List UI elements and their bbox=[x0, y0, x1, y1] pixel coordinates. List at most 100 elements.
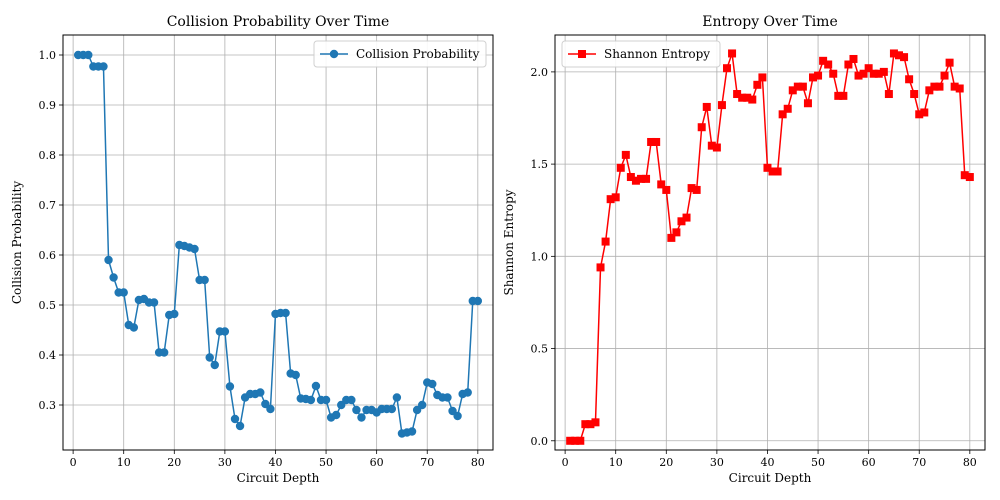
data-point bbox=[692, 185, 701, 194]
y-tick-label: 0.6 bbox=[39, 249, 57, 262]
data-point bbox=[667, 233, 676, 242]
x-axis: 0 10 20 30 40 50 60 70 80 bbox=[562, 450, 977, 469]
data-point bbox=[915, 110, 924, 119]
x-tick-label: 40 bbox=[268, 456, 282, 469]
y-tick-label: 0.7 bbox=[39, 199, 57, 212]
data-point bbox=[834, 91, 843, 100]
data-point bbox=[220, 327, 230, 336]
data-point bbox=[463, 388, 472, 397]
x-tick-label: 70 bbox=[912, 456, 926, 469]
data-point bbox=[129, 323, 139, 332]
data-point bbox=[647, 137, 656, 146]
data-point bbox=[586, 420, 595, 429]
legend-box bbox=[561, 40, 721, 68]
data-point bbox=[682, 213, 691, 222]
data-point bbox=[778, 110, 787, 119]
data-point bbox=[352, 405, 361, 415]
chart-title: Collision Probability Over Time bbox=[167, 14, 390, 30]
data-point bbox=[798, 82, 807, 91]
y-axis: 0.0 0.5 1.0 1.5 2.0 bbox=[531, 66, 555, 448]
data-point bbox=[717, 101, 726, 110]
data-point bbox=[576, 436, 585, 445]
data-point bbox=[738, 93, 747, 102]
data-point bbox=[321, 395, 331, 405]
data-point bbox=[849, 54, 858, 63]
data-point bbox=[803, 99, 812, 108]
data-point bbox=[104, 255, 113, 265]
legend: Collision Probability bbox=[313, 40, 487, 68]
data-point bbox=[392, 393, 402, 402]
x-tick-label: 50 bbox=[319, 456, 333, 469]
x-tick-label: 10 bbox=[117, 456, 131, 469]
x-tick-label: 0 bbox=[70, 456, 77, 469]
legend-label: Shannon Entropy bbox=[604, 47, 710, 61]
data-point bbox=[859, 69, 868, 78]
x-tick-label: 30 bbox=[710, 456, 724, 469]
x-tick-label: 20 bbox=[659, 456, 673, 469]
data-point bbox=[879, 67, 888, 76]
data-point bbox=[940, 71, 949, 80]
data-point bbox=[768, 167, 777, 176]
data-point bbox=[809, 73, 817, 82]
data-point bbox=[109, 273, 118, 282]
data-point bbox=[591, 418, 600, 427]
data-point bbox=[347, 395, 356, 405]
y-tick-label: 0.9 bbox=[39, 99, 57, 112]
data-point bbox=[331, 410, 341, 420]
data-point bbox=[306, 395, 316, 405]
data-point bbox=[748, 95, 757, 104]
data-point bbox=[884, 90, 893, 99]
data-point bbox=[895, 51, 903, 60]
data-point bbox=[920, 108, 929, 117]
data-point bbox=[728, 49, 737, 58]
data-point bbox=[900, 53, 909, 62]
data-point bbox=[596, 263, 605, 272]
data-point bbox=[945, 58, 954, 67]
x-tick-label: 70 bbox=[420, 456, 434, 469]
data-point bbox=[256, 388, 265, 397]
data-point bbox=[606, 195, 615, 204]
data-point bbox=[758, 73, 767, 82]
data-point bbox=[311, 381, 321, 391]
data-point bbox=[626, 173, 635, 182]
data-point bbox=[788, 86, 797, 95]
data-point bbox=[428, 379, 437, 389]
x-tick-label: 60 bbox=[370, 456, 384, 469]
x-tick-label: 60 bbox=[862, 456, 876, 469]
data-point bbox=[84, 50, 93, 60]
data-point bbox=[225, 382, 235, 391]
y-tick-label: 0.0 bbox=[531, 435, 549, 448]
data-point bbox=[657, 180, 666, 189]
data-point bbox=[874, 69, 883, 78]
data-point bbox=[407, 427, 417, 436]
data-point bbox=[230, 414, 240, 424]
grid bbox=[555, 35, 985, 450]
x-tick-label: 30 bbox=[218, 456, 232, 469]
chart-title: Entropy Over Time bbox=[702, 14, 838, 30]
data-point bbox=[869, 69, 878, 78]
plot-frame bbox=[62, 34, 494, 451]
data-point bbox=[357, 413, 366, 422]
data-point bbox=[443, 393, 452, 402]
data-point bbox=[839, 91, 848, 100]
x-tick-label: 50 bbox=[811, 456, 825, 469]
data-point bbox=[566, 436, 575, 445]
y-tick-label: 1.0 bbox=[39, 49, 57, 62]
data-point bbox=[637, 174, 645, 183]
y-axis-label: Collision Probability bbox=[10, 181, 24, 305]
data-point bbox=[723, 64, 731, 73]
data-point bbox=[697, 123, 706, 132]
plot-frame bbox=[554, 34, 986, 451]
data-point bbox=[266, 404, 275, 414]
data-point bbox=[829, 69, 838, 78]
data-point bbox=[950, 82, 959, 91]
data-point bbox=[905, 75, 914, 84]
data-point bbox=[743, 93, 752, 102]
data-point bbox=[417, 400, 427, 410]
data-point bbox=[200, 275, 209, 285]
data-point bbox=[854, 71, 863, 80]
legend-label: Collision Probability bbox=[356, 47, 480, 61]
data-point bbox=[601, 237, 610, 246]
x-tick-label: 10 bbox=[609, 456, 623, 469]
